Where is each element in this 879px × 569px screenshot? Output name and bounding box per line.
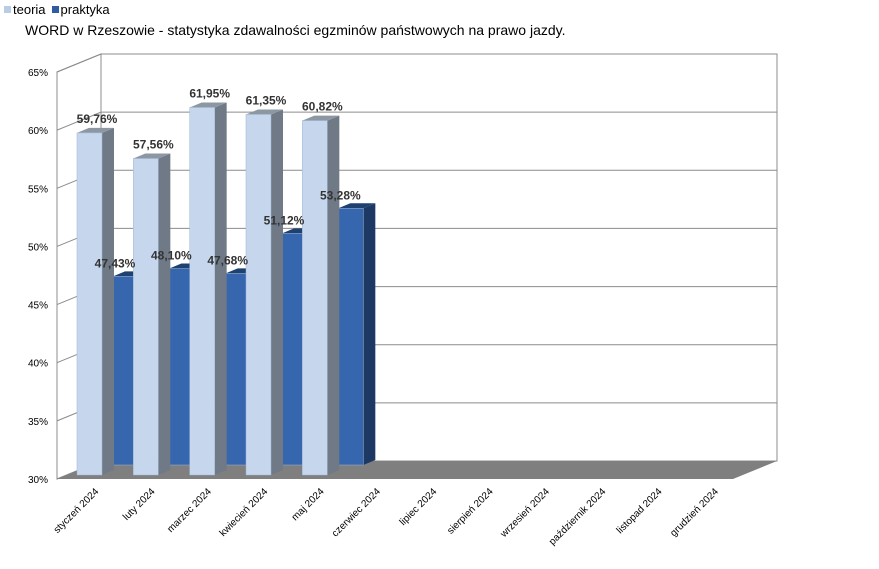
- x-tick-label: listopad 2024: [615, 486, 665, 536]
- x-tick-label: lipiec 2024: [398, 486, 440, 528]
- bar-teoria-top: [302, 115, 340, 121]
- legend-item-teoria: teoria: [4, 2, 46, 17]
- y-tick-label: 40%: [28, 359, 48, 370]
- bar-teoria-side: [214, 102, 227, 476]
- bar-teoria: [133, 158, 159, 476]
- bar-teoria: [76, 132, 103, 476]
- bar-praktyka-side: [363, 203, 376, 465]
- x-tick-label: styczeń 2024: [52, 486, 102, 536]
- gridline-side: [56, 53, 102, 73]
- y-tick-label: 60%: [28, 126, 48, 137]
- x-tick-label: kwiecień 2024: [218, 486, 271, 539]
- x-tick-label: wrzesień 2024: [498, 486, 552, 540]
- x-tick-label: czerwiec 2024: [330, 486, 383, 539]
- x-tick-label: marzec 2024: [165, 486, 214, 535]
- data-label-praktyka: 53,28%: [320, 188, 361, 202]
- data-label-praktyka: 48,10%: [151, 249, 192, 263]
- data-label-praktyka: 47,43%: [95, 256, 136, 270]
- data-label-teoria: 60,82%: [302, 100, 343, 114]
- data-label-teoria: 57,56%: [133, 138, 174, 152]
- y-tick-label: 35%: [28, 417, 48, 428]
- bar-teoria-side: [102, 127, 114, 475]
- legend-item-praktyka: praktyka: [51, 2, 110, 17]
- y-tick-label: 45%: [28, 301, 48, 312]
- legend-label-praktyka: praktyka: [60, 2, 110, 17]
- y-tick-label: 65%: [28, 68, 48, 79]
- bar-teoria-side: [271, 109, 283, 476]
- y-tick-label: 50%: [28, 242, 48, 253]
- bar-teoria-top: [246, 109, 283, 115]
- legend-swatch-praktyka: [51, 6, 59, 13]
- bar-teoria-top: [77, 127, 114, 133]
- x-tick-label: sierpień 2024: [445, 486, 496, 537]
- y-tick-label: 55%: [28, 184, 48, 195]
- data-label-teoria: 61,95%: [189, 86, 230, 100]
- legend-label-teoria: teoria: [13, 2, 46, 17]
- bar-praktyka-top: [338, 203, 376, 209]
- bar-teoria-top: [133, 153, 171, 159]
- data-label-teoria: 61,35%: [246, 93, 287, 107]
- bar-teoria: [302, 120, 328, 476]
- data-label-praktyka: 47,68%: [207, 253, 248, 267]
- legend: teoria praktyka: [4, 2, 110, 17]
- chart-floor: [57, 461, 777, 479]
- data-label-praktyka: 51,12%: [264, 213, 305, 227]
- x-tick-label: październik 2024: [547, 486, 609, 548]
- data-label-teoria: 59,76%: [77, 112, 118, 126]
- x-tick-label: luty 2024: [121, 486, 158, 523]
- chart-title: WORD w Rzeszowie - statystyka zdawalnośc…: [25, 22, 566, 38]
- bar-teoria: [245, 114, 272, 476]
- bar-teoria-top: [189, 102, 227, 108]
- bar-teoria-side: [158, 153, 171, 475]
- bar-teoria-side: [327, 115, 340, 476]
- legend-swatch-teoria: [4, 6, 11, 13]
- y-tick-label: 30%: [28, 475, 48, 486]
- bar-praktyka: [338, 208, 364, 466]
- x-tick-label: maj 2024: [290, 486, 327, 523]
- x-tick-label: grudzień 2024: [668, 486, 721, 539]
- bar-teoria: [189, 107, 215, 476]
- gridline-side: [56, 111, 102, 131]
